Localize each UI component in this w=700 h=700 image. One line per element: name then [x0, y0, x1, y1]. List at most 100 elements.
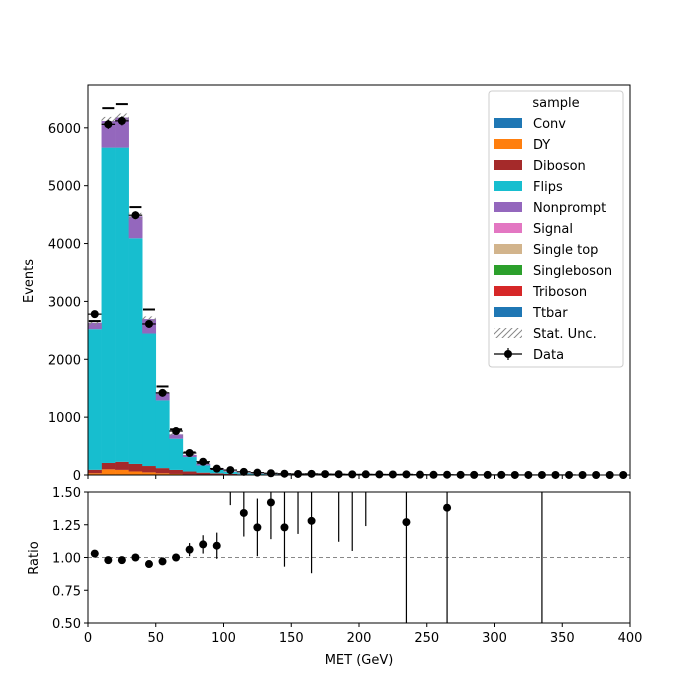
ratio-point-10 [239, 508, 248, 517]
main-y-tick-label-1: 1000 [48, 411, 81, 426]
ratio-point-1 [104, 556, 113, 565]
main-y-tick-label-3: 3000 [48, 295, 81, 310]
ratio-y-tick-label-0: 0.50 [52, 617, 81, 632]
ratio-x-tick-label-4: 200 [347, 631, 372, 646]
bar-flips-bin-4 [142, 333, 157, 467]
legend: sample Conv DY Diboson Flips Nonprompt Signal… [488, 90, 624, 368]
data-point-5 [158, 388, 167, 397]
ratio-point-9 [212, 541, 221, 550]
ratio-y-axis-ticks: 0.50 0.75 1.00 1.25 1.50 [52, 486, 88, 632]
main-y-tick-label-0: 0 [73, 469, 81, 484]
data-point-2 [117, 116, 126, 125]
data-point-21 [375, 470, 384, 479]
main-y-tick-label-6: 6000 [48, 122, 81, 137]
bar-nonprompt-bin-6 [169, 434, 184, 439]
ratio-point-4 [144, 560, 153, 569]
legend-swatch-single-top [494, 244, 522, 254]
main-plot-marks [88, 103, 628, 479]
bar-diboson-bin-10 [223, 473, 238, 475]
ratio-x-tick-label-3: 150 [279, 631, 304, 646]
bar-diboson-bin-5 [155, 468, 170, 474]
ratio-point-12 [266, 498, 275, 507]
data-point-9 [212, 464, 221, 473]
legend-label-data: Data [533, 348, 564, 363]
ratio-point-15 [402, 518, 411, 527]
bar-diboson-bin-0 [88, 469, 102, 474]
legend-label-singleboson: Singleboson [533, 264, 612, 279]
main-y-axis-label: Events [22, 259, 37, 303]
bar-nonprompt-bin-0 [88, 322, 102, 330]
legend-label-nonprompt: Nonprompt [533, 201, 606, 216]
ratio-y-tick-label-2: 1.00 [52, 552, 81, 567]
legend-label-flips: Flips [533, 180, 563, 195]
legend-title: sample [532, 96, 579, 111]
bar-flips-bin-6 [169, 438, 184, 470]
data-point-14 [280, 469, 289, 478]
legend-label-dy: DY [533, 138, 550, 153]
data-point-1 [104, 120, 113, 129]
legend-swatch-triboson [494, 286, 522, 296]
ratio-x-axis-ticks: 0 50 100 150 200 250 300 350 400 [84, 623, 643, 646]
legend-label-stat-unc-: Stat. Unc. [533, 327, 597, 342]
ratio-y-axis-label: Ratio [27, 541, 42, 574]
bar-dy-bin-2 [115, 469, 129, 475]
stat-unc-band-bin-4 [142, 316, 156, 322]
legend-label-ttbar: Ttbar [532, 306, 568, 321]
data-point-17 [321, 470, 330, 479]
data-point-23 [402, 470, 411, 479]
ratio-x-tick-label-7: 350 [550, 631, 575, 646]
legend-swatch-signal [494, 223, 522, 233]
ratio-y-tick-label-3: 1.25 [52, 519, 81, 534]
bar-dy-bin-3 [128, 471, 143, 475]
bar-flips-bin-2 [115, 147, 129, 462]
bar-diboson-bin-4 [142, 466, 157, 473]
ratio-x-tick-label-6: 300 [482, 631, 507, 646]
data-point-13 [266, 469, 275, 478]
legend-box [488, 90, 624, 368]
ratio-point-11 [253, 523, 262, 532]
ratio-x-tick-label-8: 400 [618, 631, 643, 646]
data-point-10 [226, 466, 235, 475]
legend-items: Conv DY Diboson Flips Nonprompt Signal Single … [494, 117, 612, 363]
bar-flips-bin-1 [101, 147, 116, 463]
main-histogram-panel: 0 1000 2000 3000 4000 5000 6000 Events [22, 84, 631, 484]
bar-diboson-bin-9 [209, 473, 224, 475]
bar-diboson-bin-6 [169, 469, 184, 474]
data-point-8 [199, 457, 208, 466]
ratio-point-14 [307, 516, 316, 525]
bar-dy-bin-5 [155, 473, 170, 475]
bar-flips-bin-0 [88, 329, 102, 470]
bar-diboson-bin-2 [115, 461, 129, 470]
legend-data-marker [504, 350, 512, 358]
legend-label-signal: Signal [533, 222, 573, 237]
data-point-18 [334, 470, 343, 479]
bar-diboson-bin-1 [101, 462, 116, 470]
ratio-panel: 0.50 0.75 1.00 1.25 1.50 0 50 100 150 200 250 300 3… [27, 486, 642, 668]
bar-dy-bin-1 [101, 469, 116, 475]
data-point-4 [144, 319, 153, 328]
ratio-point-5 [158, 557, 167, 566]
ratio-point-7 [185, 545, 194, 554]
bar-dy-bin-0 [88, 473, 102, 475]
bar-flips-bin-7 [182, 457, 197, 472]
ratio-point-3 [131, 553, 140, 562]
ratio-x-tick-label-5: 250 [414, 631, 439, 646]
bar-flips-bin-3 [128, 238, 143, 464]
ratio-point-8 [199, 540, 208, 549]
bar-diboson-bin-8 [196, 472, 211, 475]
data-point-22 [388, 470, 397, 479]
main-y-tick-label-4: 4000 [48, 238, 81, 253]
ratio-x-tick-label-2: 100 [211, 631, 236, 646]
legend-swatch-dy [494, 139, 522, 149]
data-point-6 [172, 427, 181, 436]
main-y-tick-label-2: 2000 [48, 353, 81, 368]
ratio-x-tick-label-1: 50 [147, 631, 164, 646]
bar-flips-bin-8 [196, 465, 211, 473]
bar-dy-bin-6 [169, 473, 184, 475]
x-axis-label: MET (GeV) [325, 653, 394, 668]
data-point-7 [185, 449, 194, 458]
ratio-y-tick-label-4: 1.50 [52, 486, 81, 501]
ratio-y-tick-label-1: 0.75 [52, 584, 81, 599]
ratio-point-6 [172, 553, 181, 562]
